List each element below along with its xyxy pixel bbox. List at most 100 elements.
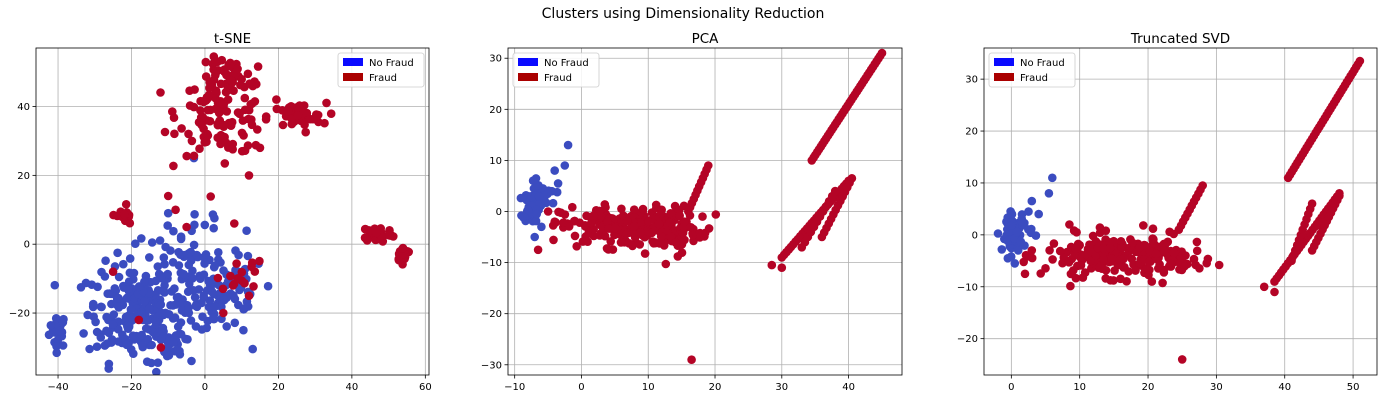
tsne-fraud-point [249, 282, 258, 291]
svd-x-tick-label: 0 [1008, 382, 1014, 393]
tsne-fraud-point [204, 90, 214, 100]
tsne-no-fraud-point [96, 333, 106, 342]
svd-fraud-point [1144, 270, 1153, 280]
tsne-fraud-point [206, 79, 215, 88]
pca-fraud-point [638, 204, 648, 214]
tsne-fraud-point [121, 200, 131, 209]
tsne-no-fraud-point [126, 305, 136, 314]
svd-y-tick-label: −10 [957, 282, 978, 293]
tsne-fraud-point [189, 151, 199, 161]
tsne-no-fraud-point [152, 367, 161, 375]
pca-no-fraud-point [560, 161, 570, 170]
svd-no-fraud-point [1007, 209, 1017, 219]
svd-fraud-point [1166, 259, 1176, 269]
pca-fraud-point [568, 202, 577, 212]
tsne-no-fraud-point [87, 280, 97, 290]
tsne-fraud-point [163, 191, 173, 201]
tsne-no-fraud-point [92, 342, 102, 352]
pca-fraud-point [649, 239, 658, 248]
pca-legend-swatch-no-fraud [518, 58, 538, 66]
tsne-fraud-point [156, 343, 166, 352]
tsne-no-fraud-point [89, 299, 98, 309]
svd-no-fraud-point [1048, 173, 1057, 183]
tsne-legend: No Fraud Fraud [337, 52, 425, 88]
tsne-no-fraud-point [210, 213, 219, 223]
pca-fraud-point [628, 241, 637, 251]
tsne-no-fraud-point [131, 239, 140, 248]
pca-fraud-point [647, 228, 657, 238]
svd-fraud-point [1135, 243, 1144, 252]
tsne-no-fraud-point [170, 313, 180, 323]
tsne-no-fraud-point [156, 308, 166, 318]
svd-fraud-point [1076, 261, 1086, 270]
pca-no-fraud-point [530, 232, 539, 242]
tsne-no-fraud-point [183, 287, 193, 297]
tsne-no-fraud-point [263, 281, 273, 291]
svd-fraud-point [1214, 260, 1224, 270]
tsne-fraud-point [253, 62, 263, 71]
tsne-no-fraud-point [153, 262, 163, 271]
tsne-x-tick-label: 0 [202, 382, 208, 393]
svd-no-fraud-point [1024, 225, 1033, 234]
pca-fraud-point [686, 223, 696, 232]
tsne-fraud-point [228, 281, 238, 290]
svd-x-tick-label: 20 [1142, 382, 1155, 393]
tsne-fraud-point [170, 129, 179, 139]
tsne-no-fraud-point [163, 269, 172, 279]
pca-fraud-point [635, 240, 645, 249]
svd-fraud-point [1198, 181, 1207, 190]
pca-fraud-point [610, 223, 620, 233]
tsne-no-fraud-point [190, 293, 200, 302]
tsne-fraud-point [222, 69, 231, 79]
pca-fraud-point [711, 210, 721, 219]
svd-fraud-point [1095, 262, 1105, 272]
tsne-no-fraud-point [210, 261, 220, 271]
svd-x-tick-label: 30 [1210, 382, 1223, 393]
pca-fraud-point [560, 210, 570, 219]
tsne-fraud-point [228, 145, 237, 154]
tsne-legend-label-no-fraud: No Fraud [369, 58, 414, 69]
tsne-no-fraud-point [119, 259, 128, 269]
svd-no-fraud-point [997, 245, 1007, 254]
pca-fraud-point [549, 235, 558, 245]
tsne-fraud-point [171, 205, 180, 215]
tsne-no-fraud-point [85, 344, 94, 354]
pca-fraud-point [675, 211, 684, 220]
tsne-no-fraud-point [58, 341, 68, 350]
svd-fraud-point [1259, 282, 1269, 292]
pca-y-tick-label: 0 [496, 207, 502, 218]
svd-fraud-point [1080, 268, 1090, 277]
svd-fraud-point [1064, 258, 1074, 267]
svd-no-fraud-point [1010, 234, 1019, 243]
tsne-no-fraud-point [184, 260, 194, 270]
tsne-fraud-point [222, 107, 232, 116]
tsne-no-fraud-point [101, 256, 110, 266]
tsne-fraud-point [160, 127, 170, 137]
tsne-y-tick-label: −20 [9, 309, 30, 320]
svd-fraud-point [1045, 246, 1054, 255]
tsne-no-fraud-point [210, 302, 220, 312]
tsne-no-fraud-point [200, 259, 209, 268]
tsne-spines [35, 47, 430, 376]
tsne-no-fraud-point [164, 351, 174, 360]
tsne-fraud-point [125, 218, 135, 228]
tsne-fraud-point [187, 136, 197, 146]
tsne-no-fraud-point [170, 284, 179, 293]
tsne-fraud-point [218, 100, 228, 109]
pca-fraud-point [533, 245, 543, 255]
pca-fraud-point [570, 231, 580, 241]
pca-fraud-point [661, 259, 671, 269]
svd-fraud-point [1160, 246, 1169, 256]
svd-fraud-point [1027, 246, 1037, 255]
tsne-no-fraud-point [209, 314, 218, 324]
tsne-no-fraud-point [110, 284, 120, 293]
tsne-legend-swatch-no-fraud [343, 58, 363, 66]
tsne-fraud-point [261, 115, 271, 124]
pca-x-tick-label: 10 [642, 382, 655, 393]
tsne-no-fraud-point [173, 345, 182, 355]
svd-fraud-point [1355, 56, 1365, 66]
tsne-fraud-point [217, 55, 227, 65]
tsne-fraud-point [272, 104, 282, 114]
tsne-no-fraud-point [156, 300, 166, 309]
svd-y-tick-label: 10 [965, 178, 978, 189]
